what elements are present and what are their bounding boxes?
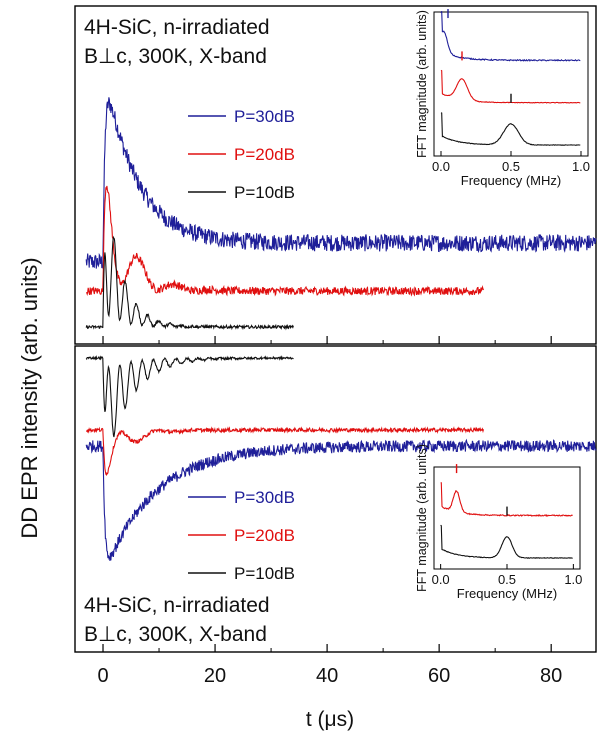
series-line-p-30db (85, 438, 597, 561)
inset-series-line (440, 524, 573, 559)
inset-x-label: Frequency (MHz) (457, 586, 557, 601)
legend-label: P=10dB (234, 183, 295, 202)
series-line-p-20db (86, 426, 485, 477)
inset-y-label: FFT magnitude (arb. units) (415, 444, 429, 592)
top-annotation-line-2: B⊥c, 300K, X-band (84, 45, 267, 68)
legend-label: P=10dB (234, 564, 295, 583)
inset-frame (433, 11, 589, 157)
x-tick-label: 60 (428, 665, 450, 687)
inset-x-tick-label: 0.5 (498, 572, 516, 587)
top-panel: 4H-SiC, n-irradiated B⊥c, 300K, X-band P… (74, 5, 597, 345)
series-line-p-10db (85, 235, 294, 331)
legend-label: P=20dB (234, 145, 295, 164)
inset-x-label: Frequency (MHz) (461, 173, 561, 188)
x-tick-label: 80 (540, 665, 562, 687)
bottom-panel-frame (74, 345, 597, 653)
legend-label: P=20dB (234, 526, 295, 545)
legend-label: P=30dB (234, 488, 295, 507)
x-axis-label: t (μs) (306, 708, 354, 731)
inset-y-label: FFT magnitude (arb. units) (415, 10, 429, 158)
inset-series-line (440, 482, 573, 518)
top-panel-frame (74, 5, 597, 345)
inset-x-tick-label: 0.5 (502, 159, 520, 174)
inset-x-tick-label: 0.0 (432, 572, 450, 587)
y-axis-label: DD EPR intensity (arb. units) (17, 257, 42, 538)
series-line-p-20db (85, 185, 485, 297)
series-line-p-30db (85, 97, 597, 269)
series-line-p-10db (85, 355, 294, 438)
x-tick-label: 20 (204, 665, 226, 687)
bottom-series-group (85, 355, 597, 561)
top-annotation-line-1: 4H-SiC, n-irradiated (84, 16, 270, 39)
inset-x-tick-label: 1.0 (572, 159, 590, 174)
inset-series-line (440, 112, 581, 146)
bottom-legend: P=30dB P=20dB P=10dB (188, 488, 295, 583)
bottom-inset: 0.0 0.5 1.0 Frequency (MHz) FFT magnitude (a… (415, 444, 582, 601)
inset-frame (433, 466, 581, 570)
bottom-annotation-line-2: B⊥c, 300K, X-band (84, 623, 267, 646)
legend-label: P=30dB (234, 107, 295, 126)
inset-series-line (440, 11, 581, 62)
bottom-panel: 4H-SiC, n-irradiated B⊥c, 300K, X-band P… (74, 345, 597, 687)
x-tick-label: 40 (316, 665, 338, 687)
top-inset: 0.0 0.5 1.0 Frequency (MHz) FFT magnitude (a… (415, 9, 590, 188)
top-ticks (102, 336, 552, 344)
top-legend: P=30dB P=20dB P=10dB (188, 107, 295, 202)
x-tick-label: 0 (97, 665, 108, 687)
bottom-annotation-line-1: 4H-SiC, n-irradiated (84, 594, 270, 617)
top-series-group (85, 97, 597, 331)
bottom-ticks: 0 20 40 60 80 (97, 644, 562, 687)
inset-x-tick-label: 1.0 (564, 572, 582, 587)
inset-x-tick-label: 0.0 (432, 159, 450, 174)
